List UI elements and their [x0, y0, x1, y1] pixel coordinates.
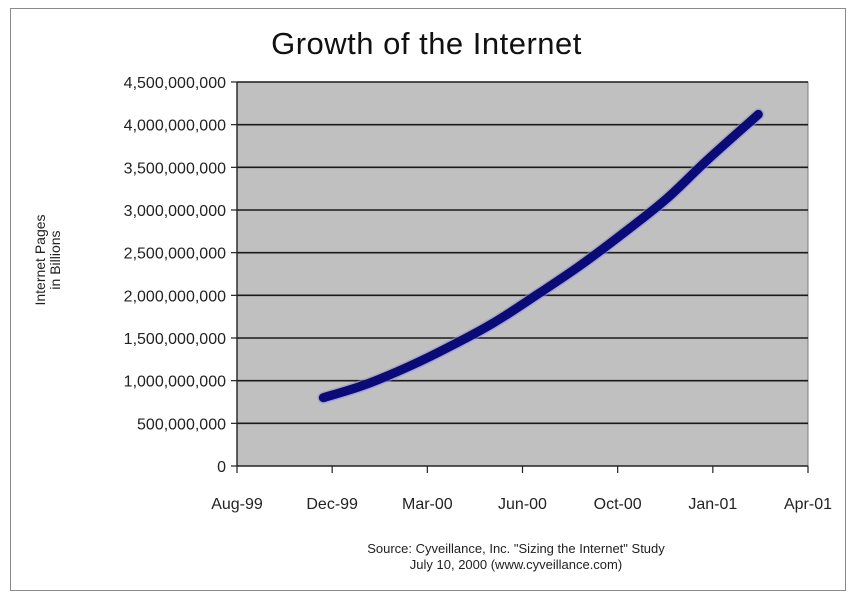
- data-point: [578, 263, 583, 268]
- data-point: [534, 293, 539, 298]
- data-point: [447, 344, 452, 349]
- data-point: [620, 231, 625, 236]
- data-point: [362, 382, 367, 387]
- y-tick-label: 3,500,000,000: [124, 160, 226, 177]
- data-point: [321, 395, 326, 400]
- y-tick-label: 3,000,000,000: [124, 203, 226, 220]
- y-tick-label: 0: [217, 459, 226, 476]
- y-tick-label: 4,000,000,000: [124, 118, 226, 135]
- source-note-line-1: Source: Cyveillance, Inc. "Sizing the In…: [367, 541, 665, 556]
- x-tick-label: Oct-00: [594, 496, 642, 513]
- source-note: Source: Cyveillance, Inc. "Sizing the In…: [236, 541, 796, 573]
- y-tick-label: 1,500,000,000: [124, 331, 226, 348]
- y-tick-label: 4,500,000,000: [124, 75, 226, 92]
- y-tick-label: 1,000,000,000: [124, 374, 226, 391]
- source-note-line-2: July 10, 2000 (www.cyveillance.com): [409, 557, 623, 572]
- data-point: [664, 196, 669, 201]
- x-tick-label: Jun-00: [498, 496, 547, 513]
- y-tick-label: 500,000,000: [137, 416, 226, 433]
- x-tick-label: Aug-99: [211, 496, 263, 513]
- x-tick-label: Apr-01: [784, 496, 832, 513]
- chart-title: Growth of the Internet: [271, 26, 582, 61]
- x-tick-label: Dec-99: [306, 496, 358, 513]
- data-point: [705, 157, 710, 162]
- x-tick-label: Jan-01: [688, 496, 737, 513]
- x-tick-label: Mar-00: [402, 496, 453, 513]
- y-tick-label: 2,000,000,000: [124, 288, 226, 305]
- y-tick-label: 2,500,000,000: [124, 246, 226, 263]
- data-point: [407, 364, 412, 369]
- data-point: [756, 112, 761, 117]
- data-point: [491, 320, 496, 325]
